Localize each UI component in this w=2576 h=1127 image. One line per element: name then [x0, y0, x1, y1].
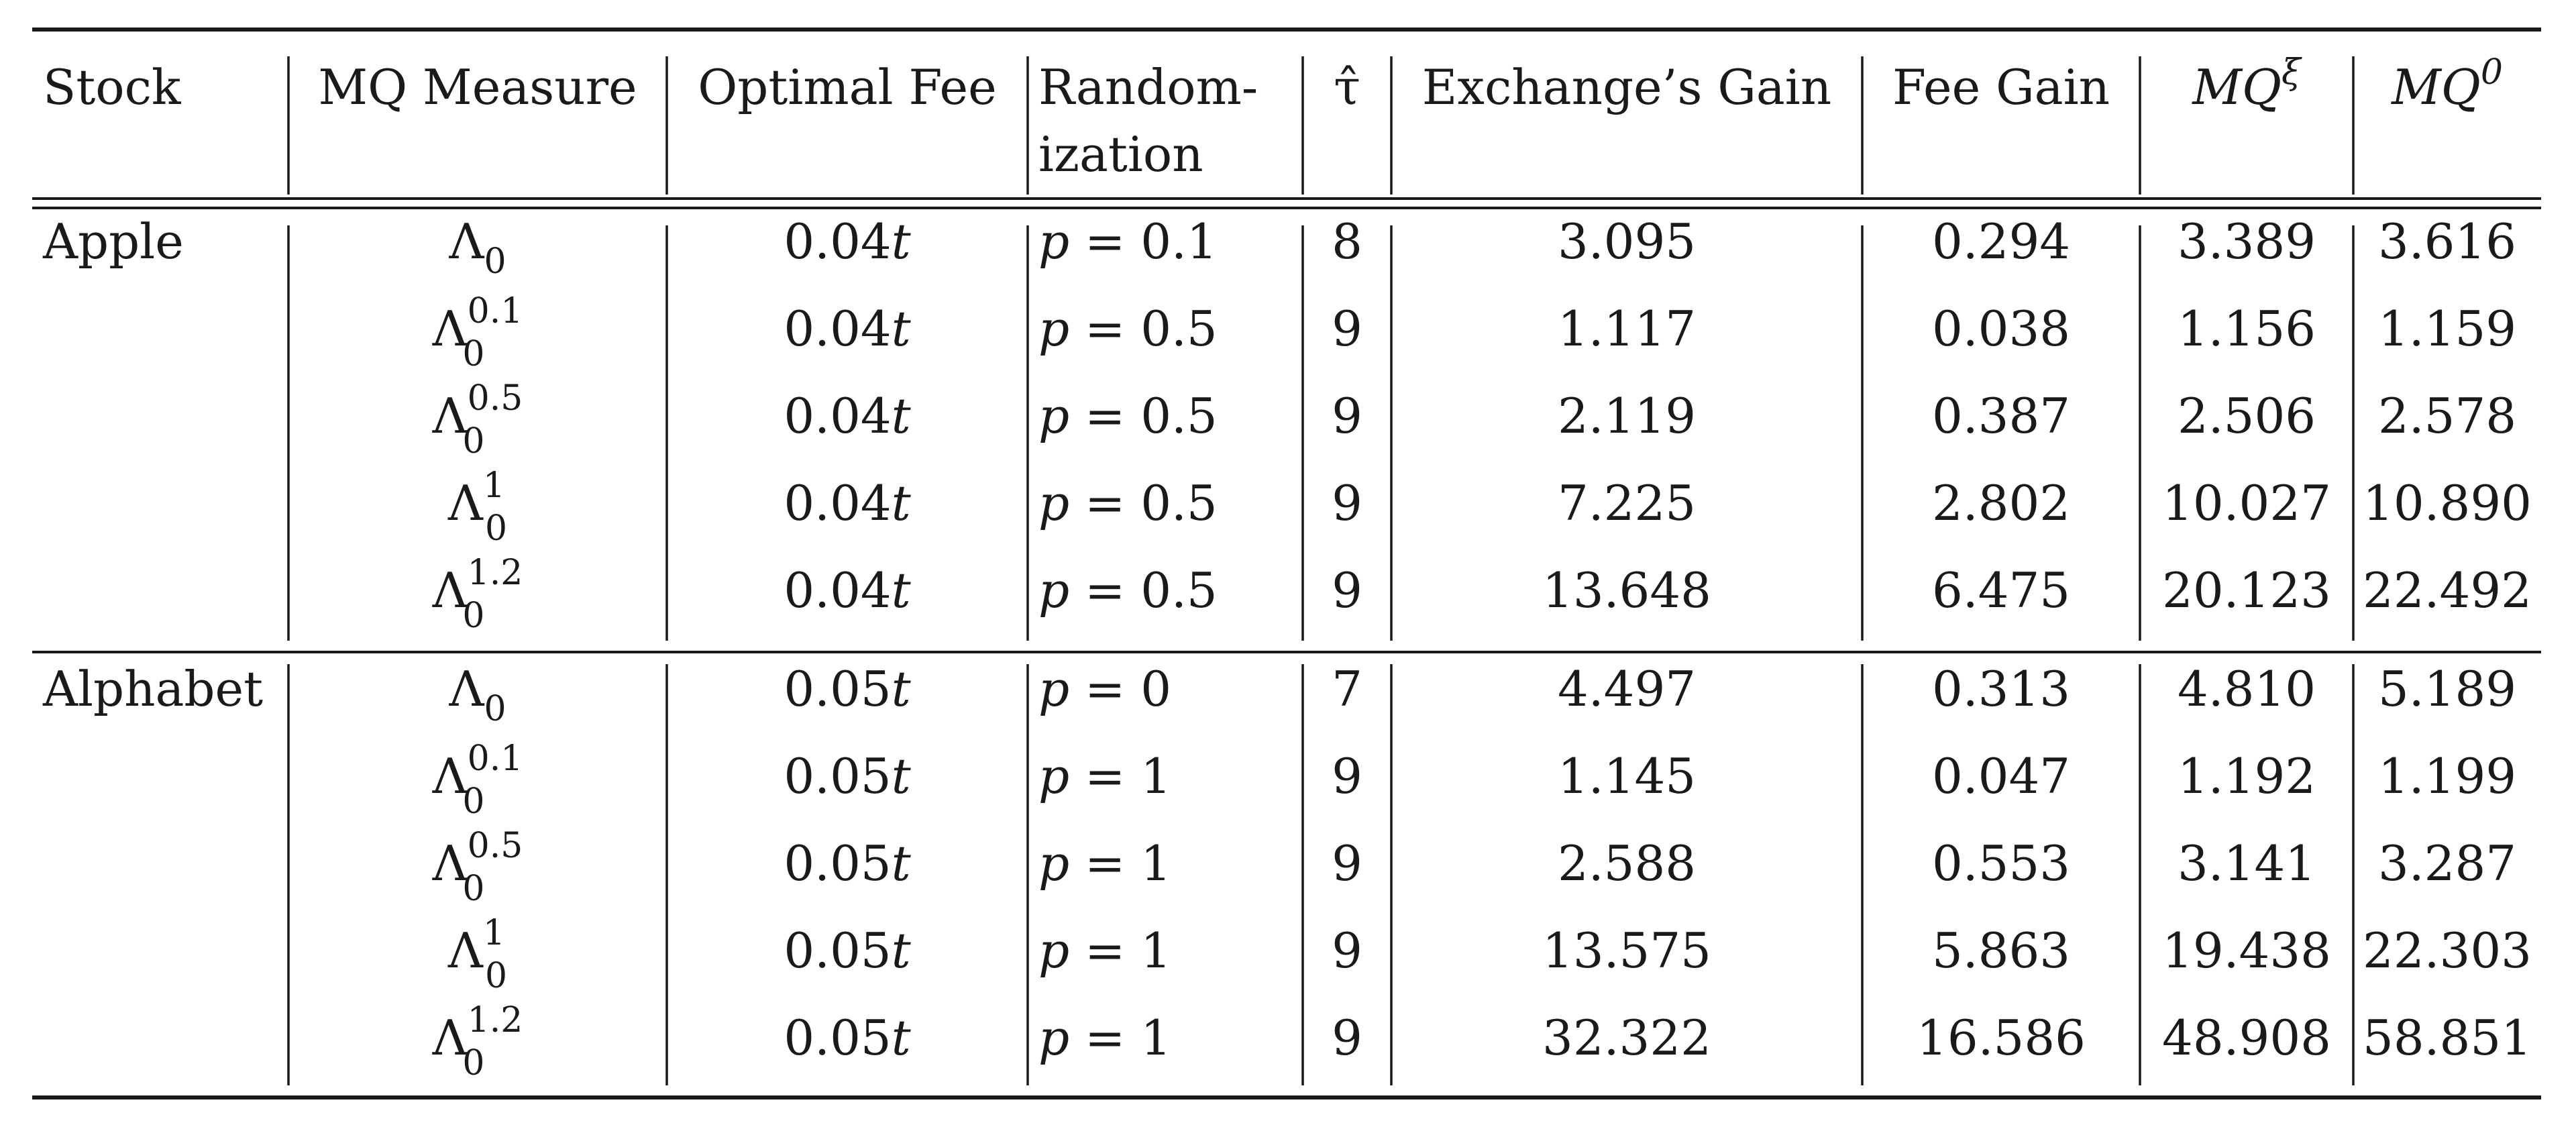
header-stock: Stock	[43, 59, 182, 115]
stock-label-0: Apple	[42, 213, 184, 270]
row-0-3-mq-0: 10.890	[2363, 475, 2532, 531]
row-0-1-mq-xi: 1.156	[2178, 301, 2316, 357]
row-1-4-fee: 0.05t	[784, 1010, 911, 1066]
row-0-0-mq-0: 3.616	[2378, 213, 2516, 270]
row-0-2-tau: 9	[1332, 388, 1362, 444]
row-0-2-mq-0: 2.578	[2378, 388, 2516, 444]
row-0-2-exchange-gain: 2.119	[1558, 388, 1696, 444]
row-0-2-fee-gain: 0.387	[1932, 388, 2070, 444]
row-1-2-exchange-gain: 2.588	[1558, 835, 1696, 892]
row-1-2-tau: 9	[1332, 835, 1362, 892]
row-0-0-measure: Λ0	[448, 213, 506, 282]
row-1-3-measure: Λ1 0	[447, 913, 507, 996]
row-0-0-mq-xi: 3.389	[2178, 213, 2316, 270]
row-1-4-rand: p = 1	[1038, 1010, 1171, 1066]
row-1-4-measure: Λ1.2 0	[432, 1000, 523, 1083]
header-optimal_fee: Optimal Fee	[698, 59, 996, 115]
row-1-0-fee: 0.05t	[784, 661, 911, 717]
row-0-2-mq-xi: 2.506	[2178, 388, 2316, 444]
row-1-2-mq-xi: 3.141	[2178, 835, 2316, 892]
row-1-0-tau: 7	[1332, 661, 1362, 717]
row-0-1-fee-gain: 0.038	[1932, 301, 2070, 357]
row-1-4-tau: 9	[1332, 1010, 1362, 1066]
row-0-0-fee: 0.04t	[784, 213, 911, 270]
header-randomization-line2: ization	[1038, 126, 1203, 182]
row-1-1-fee: 0.05t	[784, 748, 911, 804]
row-1-0-rand: p = 0	[1038, 661, 1171, 717]
row-1-2-mq-0: 3.287	[2378, 835, 2516, 892]
row-1-0-measure: Λ0	[448, 661, 506, 729]
row-1-1-mq-xi: 1.192	[2178, 748, 2316, 804]
row-1-1-tau: 9	[1332, 748, 1362, 804]
row-1-3-rand: p = 1	[1038, 922, 1171, 979]
row-0-1-mq-0: 1.159	[2378, 301, 2516, 357]
header-tau_hat: τ̂	[1334, 59, 1360, 115]
row-1-1-measure: Λ0.1 0	[432, 739, 523, 822]
row-0-1-rand: p = 0.5	[1038, 301, 1218, 357]
header-exchange_gain: Exchange’s Gain	[1422, 59, 1831, 115]
header-randomization: Random-	[1038, 59, 1258, 115]
row-1-0-mq-xi: 4.810	[2178, 661, 2316, 717]
row-1-1-mq-0: 1.199	[2378, 748, 2516, 804]
row-0-2-rand: p = 0.5	[1038, 388, 1218, 444]
row-1-1-exchange-gain: 1.145	[1558, 748, 1696, 804]
row-0-4-fee: 0.04t	[784, 562, 911, 619]
row-0-1-measure: Λ0.1 0	[432, 291, 523, 374]
row-1-4-mq-xi: 48.908	[2162, 1010, 2331, 1066]
row-1-0-mq-0: 5.189	[2378, 661, 2516, 717]
row-1-0-exchange-gain: 4.497	[1558, 661, 1696, 717]
row-1-3-mq-0: 22.303	[2363, 922, 2532, 979]
row-0-4-fee-gain: 6.475	[1932, 562, 2070, 619]
row-0-1-fee: 0.04t	[784, 301, 911, 357]
header-mq_0: MQ0	[2390, 52, 2503, 115]
row-1-2-rand: p = 1	[1038, 835, 1171, 892]
row-0-3-fee-gain: 2.802	[1932, 475, 2070, 531]
row-0-2-fee: 0.04t	[784, 388, 911, 444]
row-0-4-rand: p = 0.5	[1038, 562, 1218, 619]
row-0-3-exchange-gain: 7.225	[1558, 475, 1696, 531]
row-1-3-exchange-gain: 13.575	[1542, 922, 1711, 979]
row-0-4-mq-xi: 20.123	[2162, 562, 2331, 619]
row-1-3-fee-gain: 5.863	[1932, 922, 2070, 979]
row-1-3-fee: 0.05t	[784, 922, 911, 979]
row-1-4-fee-gain: 16.586	[1917, 1010, 2086, 1066]
row-0-3-measure: Λ1 0	[447, 466, 507, 549]
row-1-1-rand: p = 1	[1038, 748, 1171, 804]
row-0-3-mq-xi: 10.027	[2162, 475, 2331, 531]
row-0-4-exchange-gain: 13.648	[1542, 562, 1711, 619]
row-0-1-tau: 9	[1332, 301, 1362, 357]
row-1-4-exchange-gain: 32.322	[1542, 1010, 1711, 1066]
row-1-3-tau: 9	[1332, 922, 1362, 979]
row-1-3-mq-xi: 19.438	[2162, 922, 2331, 979]
row-1-1-fee-gain: 0.047	[1932, 748, 2070, 804]
row-0-0-fee-gain: 0.294	[1932, 213, 2070, 270]
header-mq_measure: MQ Measure	[318, 59, 637, 115]
stock-label-1: Alphabet	[42, 661, 263, 717]
row-0-4-tau: 9	[1332, 562, 1362, 619]
row-0-3-tau: 9	[1332, 475, 1362, 531]
header-mq_xi: MQξ	[2191, 52, 2302, 115]
row-0-0-exchange-gain: 3.095	[1558, 213, 1696, 270]
row-0-3-fee: 0.04t	[784, 475, 911, 531]
header-fee_gain: Fee Gain	[1892, 59, 2110, 115]
row-0-4-mq-0: 22.492	[2363, 562, 2532, 619]
row-1-2-fee: 0.05t	[784, 835, 911, 892]
row-1-2-fee-gain: 0.553	[1932, 835, 2070, 892]
row-0-0-tau: 8	[1332, 213, 1362, 270]
row-0-3-rand: p = 0.5	[1038, 475, 1218, 531]
row-0-4-measure: Λ1.2 0	[432, 553, 523, 636]
row-1-4-mq-0: 58.851	[2363, 1010, 2532, 1066]
row-1-0-fee-gain: 0.313	[1932, 661, 2070, 717]
row-0-2-measure: Λ0.5 0	[432, 378, 523, 462]
row-0-1-exchange-gain: 1.117	[1558, 301, 1696, 357]
row-1-2-measure: Λ0.5 0	[432, 826, 523, 909]
row-0-0-rand: p = 0.1	[1038, 213, 1218, 270]
